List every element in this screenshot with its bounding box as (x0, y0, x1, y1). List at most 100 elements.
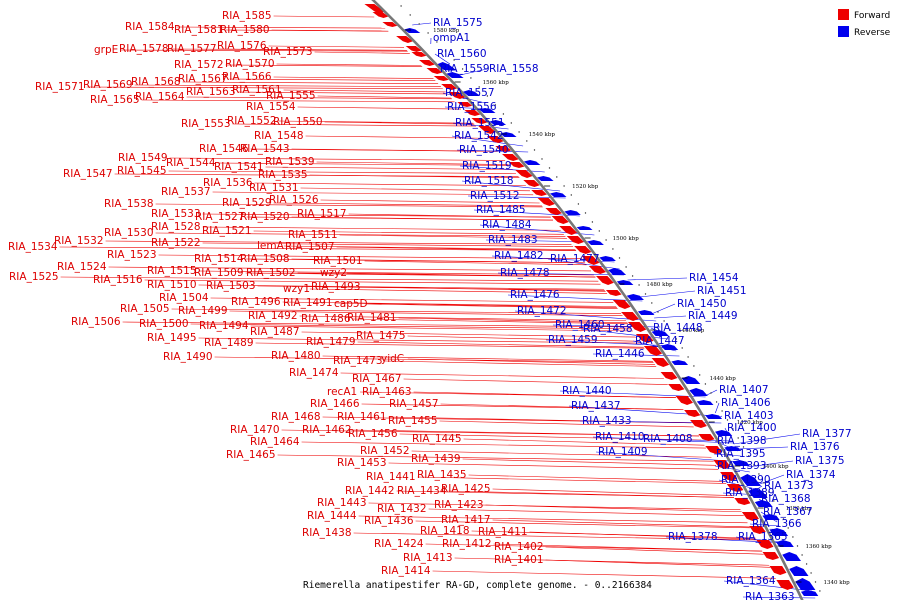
scale-dot (753, 464, 755, 466)
forward-connector (273, 15, 375, 18)
reverse-labels: RIA_1575 ompA1 RIA_1560 RIA_1559 RIA_1558 RIA… (433, 17, 852, 600)
forward-gene-label: RIA_1489 (204, 337, 254, 349)
forward-gene (756, 540, 774, 549)
reverse-gene-label: RIA_1408 (643, 433, 693, 445)
reverse-gene-label: RIA_1459 (548, 334, 598, 346)
scale-dot (657, 311, 659, 313)
forward-gene-label: RIA_1414 (381, 565, 431, 577)
forward-connector (182, 81, 439, 84)
forward-gene (372, 12, 389, 18)
reverse-gene-label: RIA_1540 (459, 144, 509, 156)
reverse-gene (696, 400, 714, 405)
forward-connector (545, 546, 764, 555)
forward-gene-label: RIA_1456 (348, 428, 398, 440)
forward-connector (364, 260, 587, 266)
forward-gene-label: RIA_1573 (263, 46, 313, 58)
reverse-gene-label: RIA_1409 (598, 446, 648, 458)
forward-gene-label: RIA_1418 (420, 525, 470, 537)
reverse-gene (769, 528, 789, 536)
reverse-gene-label: RIA_1375 (795, 455, 845, 467)
forward-gene-label: RIA_1491 (283, 297, 333, 309)
reverse-gene-label: RIA_1374 (786, 469, 836, 481)
forward-connector (232, 123, 477, 127)
reverse-connector (627, 277, 688, 281)
forward-gene (364, 4, 385, 14)
forward-gene-label: yidC (381, 353, 404, 365)
reverse-gene (776, 540, 794, 547)
forward-gene-label: RIA_1494 (199, 320, 249, 332)
reverse-gene (637, 310, 655, 315)
reverse-gene-label: RIA_1559 (440, 63, 490, 75)
forward-gene (605, 290, 622, 296)
forward-gene (675, 396, 693, 405)
forward-gene-label: RIA_1500 (139, 318, 189, 330)
reverse-gene-label: RIA_1542 (454, 130, 504, 142)
forward-gene-label: RIA_1536 (203, 177, 253, 189)
forward-connector (108, 266, 591, 272)
forward-gene-label: RIA_1465 (226, 449, 276, 461)
reverse-gene-label: RIA_1378 (668, 531, 718, 543)
reverse-connector (758, 485, 763, 489)
forward-gene-label: RIA_1570 (225, 58, 275, 70)
reverse-gene-label: RIA_1560 (437, 48, 487, 60)
forward-gene-label: RIA_1457 (389, 398, 439, 410)
scale-dot (651, 302, 653, 304)
reverse-gene-label: RIA_1558 (489, 63, 539, 75)
reverse-gene-label: RIA_1367 (763, 506, 813, 518)
forward-connector (225, 64, 423, 67)
forward-connector (291, 258, 586, 264)
legend: Forward Reverse (838, 9, 891, 38)
scale-dot (737, 437, 739, 439)
reverse-gene-label: RIA_1398 (717, 435, 767, 447)
forward-connector (212, 191, 534, 196)
forward-connector (283, 89, 446, 93)
forward-connector (250, 325, 633, 332)
forward-gene (726, 484, 744, 492)
forward-connector (59, 246, 577, 251)
reverse-connector (654, 315, 687, 319)
reverse-gene (795, 578, 816, 590)
forward-connector (305, 135, 487, 139)
reverse-gene-label: RIA_1410 (595, 431, 645, 443)
forward-gene (588, 266, 606, 274)
forward-connector (229, 310, 623, 316)
forward-gene-label: RIA_1468 (271, 411, 321, 423)
reverse-gene (576, 226, 593, 230)
reverse-gene (462, 90, 481, 96)
forward-gene-label: RIA_1412 (442, 538, 492, 550)
reverse-gene (651, 330, 669, 336)
reverse-gene-label: RIA_1556 (447, 101, 497, 113)
scale-dot (598, 230, 600, 232)
forward-connector (384, 360, 657, 367)
scale-dot (510, 122, 512, 124)
forward-gene-label: RIA_1438 (302, 527, 352, 539)
forward-gene-label: RIA_1436 (364, 515, 414, 527)
forward-connector (353, 429, 700, 437)
reverse-gene-label: RIA_1483 (488, 234, 538, 246)
forward-connector (155, 232, 566, 237)
reverse-gene (500, 132, 517, 137)
forward-gene (574, 246, 592, 254)
scale-dot (618, 257, 621, 259)
forward-connector (366, 303, 618, 309)
forward-gene-label: RIA_1495 (147, 332, 197, 344)
forward-connector (324, 121, 475, 125)
reverse-gene-label: RIA_1366 (752, 518, 802, 530)
scale-dot (502, 113, 505, 115)
scale-dot (478, 86, 480, 88)
reverse-gene-label: RIA_1482 (494, 250, 544, 262)
reverse-gene-label: RIA_1557 (445, 87, 495, 99)
reverse-gene (446, 72, 464, 78)
forward-gene-label: RIA_1568 (131, 76, 181, 88)
forward-connector (278, 120, 474, 124)
scale-dot (732, 428, 734, 430)
forward-gene (419, 60, 435, 66)
forward-connector (273, 76, 434, 79)
scale-dot (418, 23, 420, 25)
forward-connector (198, 284, 605, 290)
reverse-gene-label: RIA_1454 (689, 272, 739, 284)
scale-dot (638, 284, 640, 286)
reverse-gene-label: RIA_1406 (721, 397, 771, 409)
forward-gene-label: RIA_1503 (206, 280, 256, 292)
